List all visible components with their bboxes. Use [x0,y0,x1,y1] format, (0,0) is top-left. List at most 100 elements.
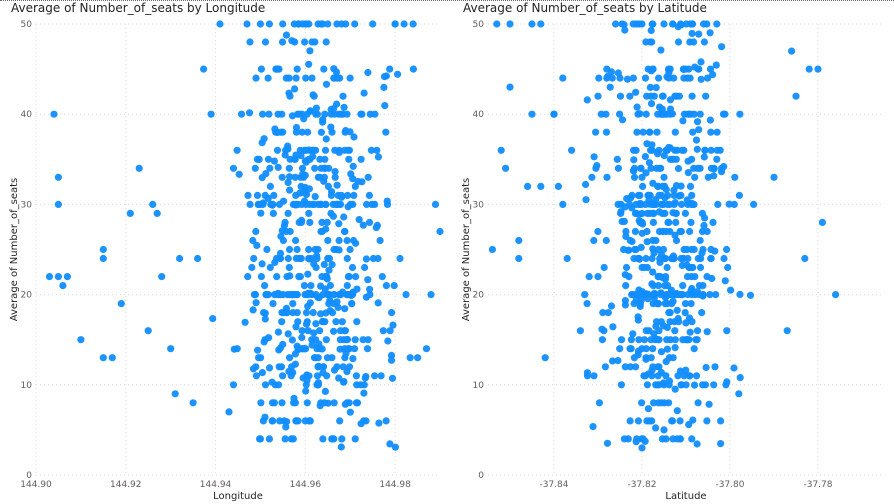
data-point[interactable] [298,333,306,342]
data-point[interactable] [650,291,658,299]
data-point[interactable] [427,291,435,299]
data-point[interactable] [300,282,308,290]
data-point[interactable] [268,399,277,407]
data-point[interactable] [266,263,274,272]
data-point[interactable] [656,164,664,172]
data-point[interactable] [297,173,305,181]
data-point[interactable] [614,357,622,365]
data-point[interactable] [636,302,644,310]
data-point[interactable] [652,84,660,92]
data-point[interactable] [648,254,656,263]
data-point[interactable] [617,208,625,216]
data-point[interactable] [644,370,652,378]
data-point[interactable] [685,336,693,344]
data-point[interactable] [704,74,712,82]
data-point[interactable] [431,200,440,208]
data-point[interactable] [730,200,738,208]
data-point[interactable] [687,218,695,226]
data-point[interactable] [312,263,320,272]
data-point[interactable] [333,363,341,371]
data-point[interactable] [284,178,292,186]
data-point[interactable] [328,435,336,443]
data-point[interactable] [637,243,645,251]
data-point[interactable] [328,261,336,269]
data-point[interactable] [363,200,371,208]
data-point[interactable] [322,336,330,344]
data-point[interactable] [369,20,377,28]
data-point[interactable] [319,116,327,124]
data-point[interactable] [321,164,329,172]
data-point[interactable] [99,254,107,263]
data-point[interactable] [323,218,331,226]
data-point[interactable] [622,263,631,272]
data-point[interactable] [706,65,715,73]
data-point[interactable] [638,209,646,218]
data-point[interactable] [666,110,674,118]
data-point[interactable] [266,182,274,190]
data-point[interactable] [604,309,612,317]
data-point[interactable] [312,320,320,328]
data-point[interactable] [627,336,635,344]
data-point[interactable] [568,146,576,154]
data-point[interactable] [695,282,703,290]
data-point[interactable] [720,163,728,171]
data-point[interactable] [357,155,365,163]
data-point[interactable] [689,263,697,272]
data-point[interactable] [324,399,332,407]
data-point[interactable] [248,263,256,272]
data-point[interactable] [684,110,692,118]
data-point[interactable] [336,336,344,344]
data-point[interactable] [635,200,643,208]
data-point[interactable] [629,167,637,175]
data-point[interactable] [662,185,670,194]
data-point[interactable] [303,399,311,407]
data-point[interactable] [655,74,663,82]
data-point[interactable] [686,182,695,190]
data-point[interactable] [665,399,673,407]
data-point[interactable] [279,20,287,28]
data-point[interactable] [288,336,296,344]
data-point[interactable] [265,110,273,118]
data-point[interactable] [720,254,728,263]
data-point[interactable] [706,291,714,299]
data-point[interactable] [259,417,267,425]
data-point[interactable] [261,309,269,317]
data-point[interactable] [376,236,384,245]
data-point[interactable] [314,245,322,254]
data-point[interactable] [344,273,352,281]
data-point[interactable] [275,65,283,73]
data-point[interactable] [688,318,696,326]
data-point[interactable] [629,330,637,338]
data-point[interactable] [278,318,286,326]
data-point[interactable] [554,182,562,190]
data-point[interactable] [327,123,335,131]
data-point[interactable] [668,300,676,308]
data-point[interactable] [818,218,826,226]
data-point[interactable] [632,438,640,446]
data-point[interactable] [722,381,730,389]
data-point[interactable] [295,20,303,28]
data-point[interactable] [700,38,708,46]
data-point[interactable] [265,364,274,372]
data-point[interactable] [256,200,264,208]
data-point[interactable] [608,357,617,365]
data-point[interactable] [328,188,336,196]
data-point[interactable] [261,282,269,290]
data-point[interactable] [653,318,661,326]
data-point[interactable] [354,177,362,186]
data-point[interactable] [391,20,399,28]
data-point[interactable] [620,435,628,443]
data-point[interactable] [613,155,621,163]
data-point[interactable] [712,61,720,69]
data-point[interactable] [286,272,294,280]
data-point[interactable] [695,30,703,38]
data-point[interactable] [108,354,116,362]
data-point[interactable] [225,408,233,416]
data-point[interactable] [317,310,325,318]
data-point[interactable] [171,390,179,398]
data-point[interactable] [700,20,708,28]
data-point[interactable] [693,288,702,296]
data-point[interactable] [353,318,361,326]
data-point[interactable] [618,116,627,124]
data-point[interactable] [629,20,637,28]
